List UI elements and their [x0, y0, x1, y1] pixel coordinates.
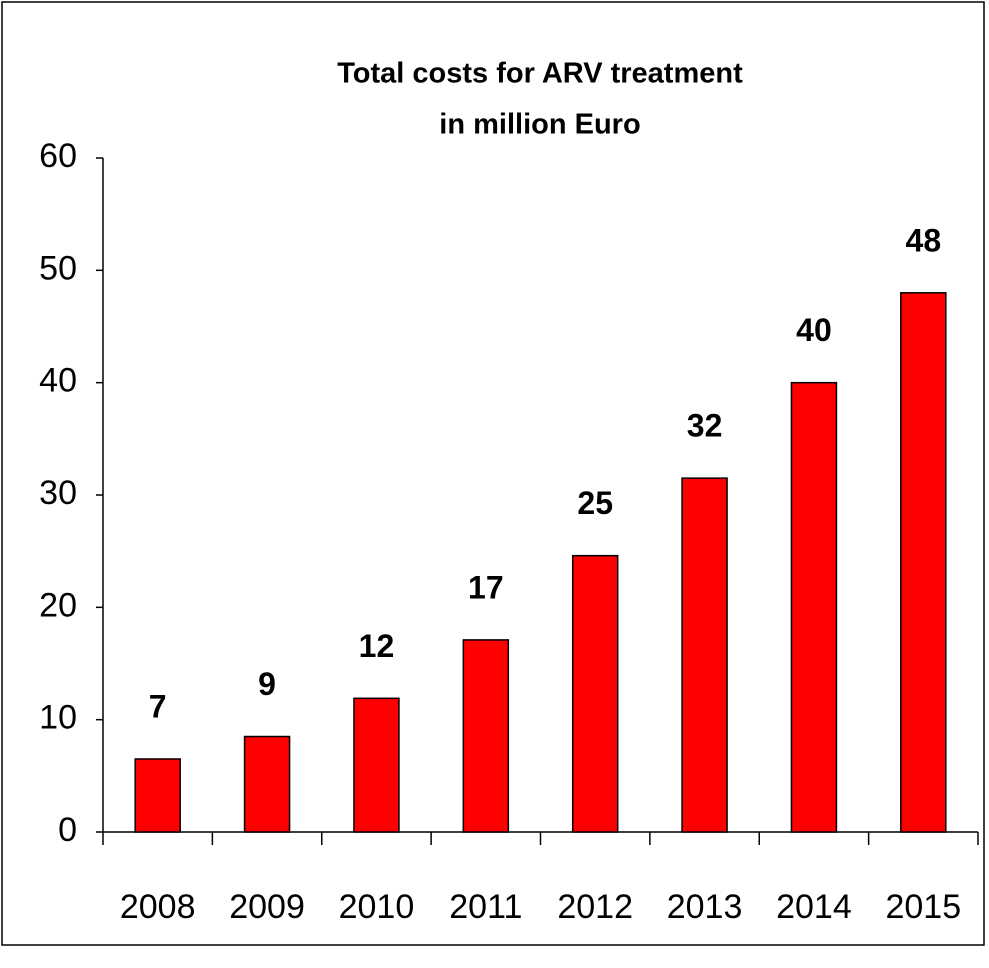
chart-title: Total costs for ARV treatment: [337, 58, 743, 90]
bar: [681, 477, 728, 833]
data-label: 7: [149, 688, 167, 724]
y-tick-label: 20: [39, 586, 77, 624]
data-label: 40: [796, 312, 832, 348]
x-tick-label: 2009: [229, 888, 305, 926]
bar: [900, 292, 947, 833]
data-label: 32: [687, 408, 723, 444]
bar: [790, 381, 838, 833]
data-label: 17: [468, 569, 504, 605]
y-tick-label: 0: [58, 811, 77, 849]
x-tick-label: 2011: [449, 888, 522, 926]
x-tick-label: 2013: [667, 888, 743, 926]
x-tick-label: 2012: [557, 888, 633, 926]
bar: [571, 554, 619, 833]
chart-title: in million Euro: [439, 109, 640, 141]
y-tick-label: 10: [39, 699, 77, 737]
x-tick-label: 2014: [776, 888, 852, 926]
bar: [462, 639, 510, 833]
data-label: 9: [258, 666, 276, 702]
y-tick-label: 40: [39, 362, 77, 400]
x-tick-label: 2008: [120, 888, 196, 926]
x-tick-label: 2015: [885, 888, 961, 926]
y-tick-label: 60: [39, 137, 77, 175]
data-label: 12: [359, 628, 395, 664]
x-tick-label: 2010: [339, 888, 415, 926]
bar: [134, 758, 181, 833]
y-tick-label: 50: [39, 249, 77, 287]
bar: [243, 735, 291, 833]
data-label: 25: [577, 485, 613, 521]
data-label: 48: [906, 222, 942, 258]
bar: [353, 697, 400, 833]
y-tick-label: 30: [39, 474, 77, 512]
